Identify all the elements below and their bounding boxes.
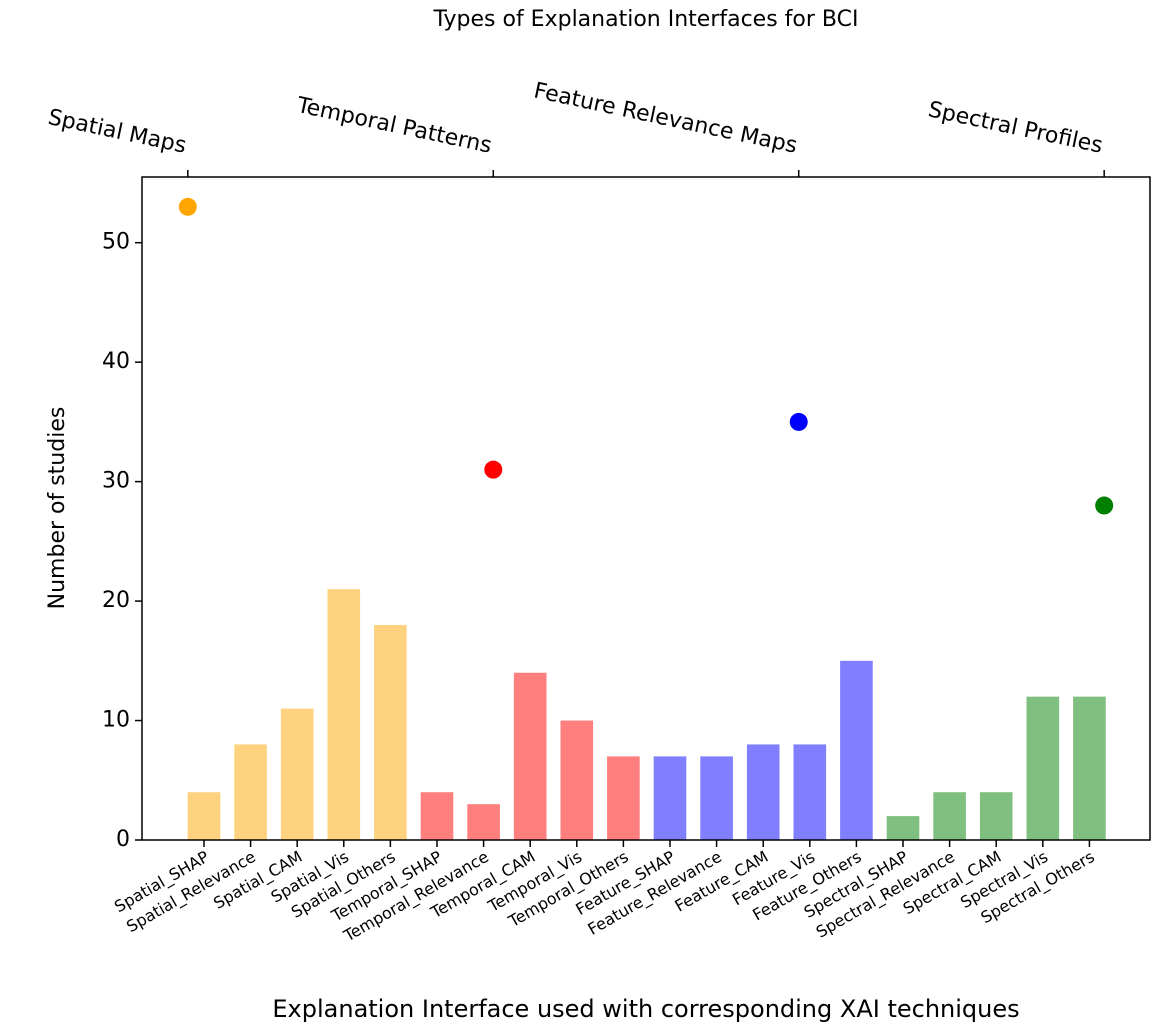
top-tick-label: Feature Relevance Maps xyxy=(532,78,800,158)
top-tick-label: Temporal Patterns xyxy=(294,93,494,159)
bar xyxy=(234,744,267,840)
bar xyxy=(886,816,920,840)
y-tick-label: 0 xyxy=(116,827,130,852)
scatter-point xyxy=(178,197,197,216)
bar xyxy=(327,589,361,840)
bar xyxy=(280,708,314,840)
plot-frame xyxy=(141,176,1151,841)
y-tick-label: 30 xyxy=(102,469,130,494)
bar xyxy=(793,744,827,840)
bar xyxy=(513,672,547,840)
bar xyxy=(933,792,966,840)
bar xyxy=(374,624,407,840)
y-tick-label: 40 xyxy=(102,349,130,374)
y-tick-label: 10 xyxy=(102,708,130,733)
top-tick-label: Spectral Profiles xyxy=(926,97,1105,158)
bar xyxy=(467,804,500,840)
scatter-point xyxy=(484,460,503,479)
y-tick-label: 50 xyxy=(102,230,130,255)
bar xyxy=(187,792,221,840)
bar xyxy=(700,756,733,840)
bar xyxy=(840,660,873,840)
y-tick-label: 20 xyxy=(102,588,130,613)
bar xyxy=(560,720,594,840)
bar xyxy=(1073,696,1106,840)
scatter-point xyxy=(789,412,808,431)
bar xyxy=(1026,696,1060,840)
top-tick-label: Spatial Maps xyxy=(46,105,189,159)
chart-title: Types of Explanation Interfaces for BCI xyxy=(433,7,859,32)
bar xyxy=(746,744,780,840)
bar xyxy=(979,792,1013,840)
scatter-point xyxy=(1095,496,1114,515)
bar xyxy=(653,756,687,840)
y-axis-label: Number of studies xyxy=(45,407,70,610)
x-axis-label: Explanation Interface used with correspo… xyxy=(272,995,1019,1023)
bar xyxy=(607,756,640,840)
bar xyxy=(420,792,454,840)
